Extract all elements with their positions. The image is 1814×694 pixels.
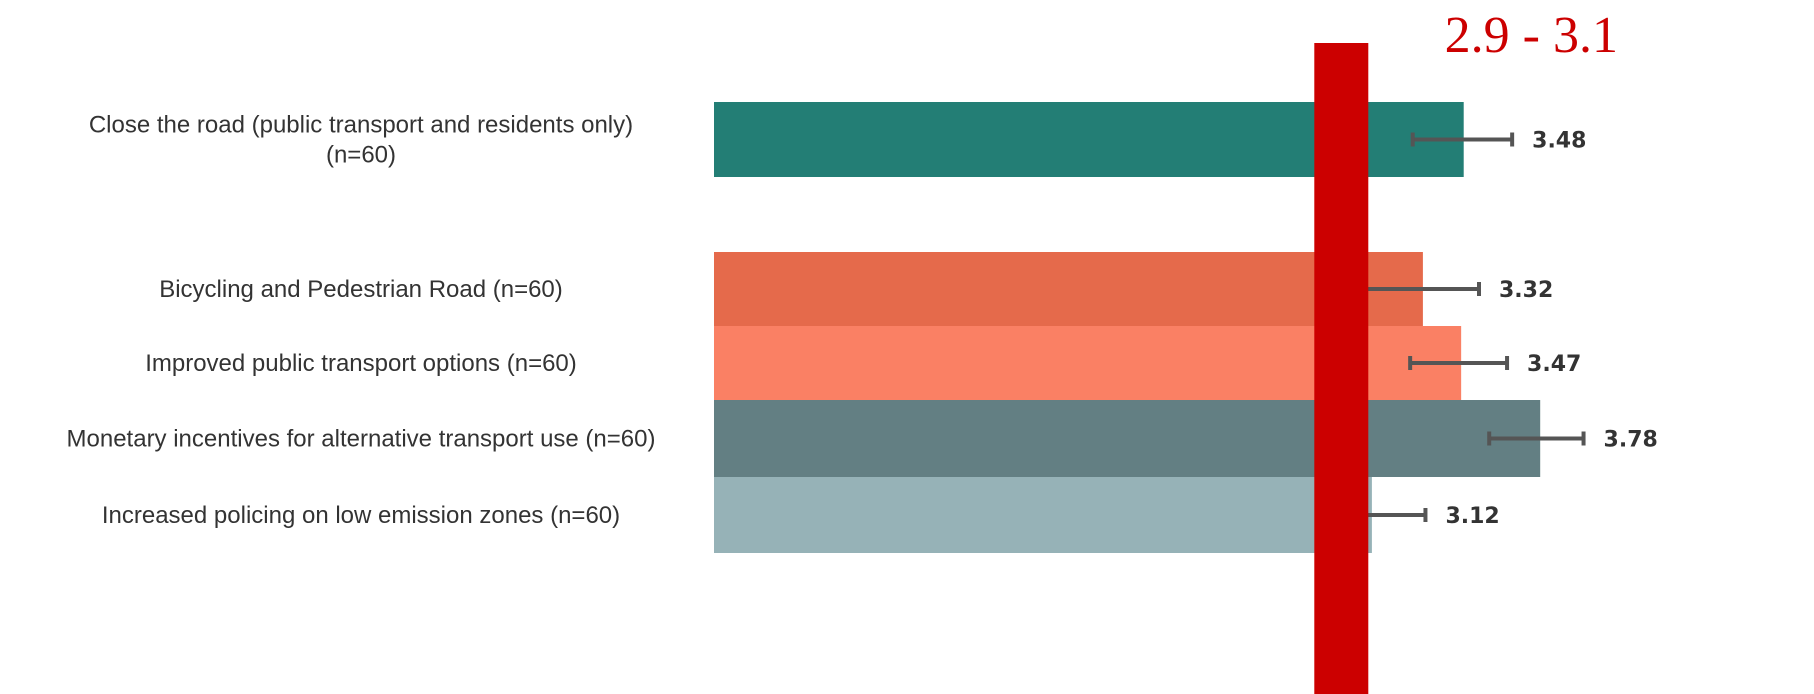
bar bbox=[714, 252, 1423, 326]
reference-band bbox=[1314, 43, 1369, 694]
value-label: 3.32 bbox=[1499, 278, 1553, 303]
value-labels-group: 3.48 3.32 3.47 3.78 3.12 bbox=[1445, 129, 1657, 530]
category-labels-group: Close the road (public transport and res… bbox=[67, 112, 656, 530]
category-label: Monetary incentives for alternative tran… bbox=[67, 426, 656, 453]
category-label: Close the road (public transport and res… bbox=[89, 112, 633, 139]
value-label: 3.12 bbox=[1445, 504, 1499, 529]
category-label: Bicycling and Pedestrian Road (n=60) bbox=[159, 276, 563, 303]
reference-band-label: 2.9 - 3.1 bbox=[1445, 7, 1618, 64]
category-label: Increased policing on low emission zones… bbox=[102, 502, 620, 529]
bars-group bbox=[714, 102, 1541, 553]
reference-band-group: 2.9 - 3.1 bbox=[1314, 7, 1618, 694]
value-label: 3.47 bbox=[1527, 352, 1581, 377]
category-label: Improved public transport options (n=60) bbox=[145, 350, 577, 377]
category-label: (n=60) bbox=[326, 142, 396, 169]
value-label: 3.48 bbox=[1532, 129, 1586, 154]
bar bbox=[714, 400, 1541, 477]
value-label: 3.78 bbox=[1604, 428, 1658, 453]
bar bbox=[714, 477, 1372, 553]
